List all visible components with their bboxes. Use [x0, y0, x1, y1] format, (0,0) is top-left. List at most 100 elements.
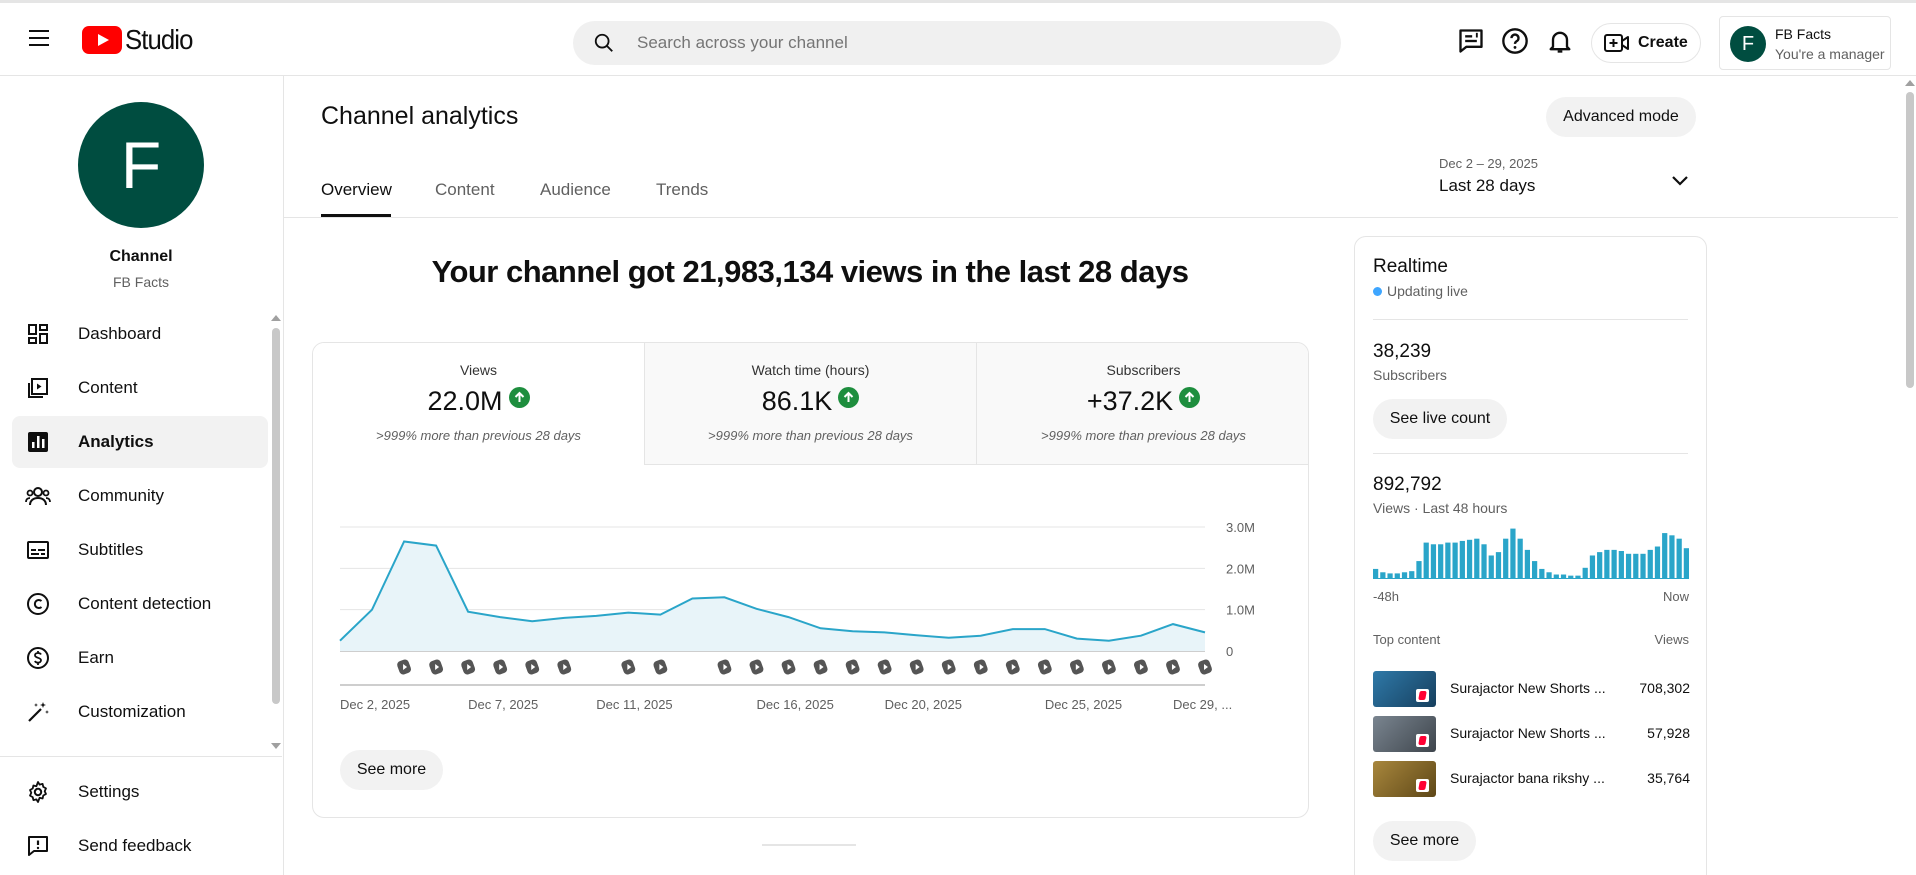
realtime-bar[interactable] — [1560, 574, 1567, 579]
shorts-marker-icon[interactable] — [780, 658, 796, 675]
shorts-marker-icon[interactable] — [492, 658, 508, 675]
see-live-count-button[interactable]: See live count — [1373, 399, 1507, 439]
shorts-marker-icon[interactable] — [877, 658, 893, 675]
shorts-marker-icon[interactable] — [1165, 658, 1181, 675]
channel-avatar[interactable]: F — [78, 102, 204, 228]
account-switcher[interactable]: F FB Facts You're a manager — [1719, 16, 1891, 70]
realtime-bar[interactable] — [1647, 549, 1653, 579]
see-more-button[interactable]: See more — [340, 750, 443, 790]
shorts-marker-icon[interactable] — [1197, 658, 1213, 675]
feedback-chat-icon[interactable] — [1457, 27, 1485, 55]
date-range[interactable]: Dec 2 – 29, 2025 — [1439, 156, 1539, 171]
realtime-bar[interactable] — [1575, 575, 1581, 579]
shorts-marker-icon[interactable] — [1037, 658, 1053, 675]
realtime-bar[interactable] — [1654, 546, 1661, 579]
realtime-bar[interactable] — [1517, 538, 1523, 579]
youtube-studio-logo[interactable]: Studio — [82, 24, 198, 56]
realtime-bar[interactable] — [1423, 542, 1429, 579]
sidebar-item-content-detection[interactable]: Content detection — [12, 578, 268, 630]
sidebar-item-community[interactable]: Community — [12, 470, 268, 522]
shorts-marker-icon[interactable] — [460, 658, 476, 675]
kpi-watch-time[interactable]: Watch time (hours) 86.1K >999% more than… — [645, 343, 977, 465]
realtime-bar[interactable] — [1503, 538, 1509, 579]
sidebar-item-dashboard[interactable]: Dashboard — [12, 308, 268, 360]
shorts-marker-icon[interactable] — [1133, 658, 1149, 675]
help-icon[interactable] — [1501, 27, 1529, 55]
tab-content[interactable]: Content — [435, 180, 495, 199]
search-icon[interactable] — [593, 32, 615, 54]
realtime-bar[interactable] — [1380, 572, 1386, 579]
kpi-views[interactable]: Views 22.0M >999% more than previous 28 … — [313, 343, 645, 465]
search-input[interactable] — [637, 21, 1317, 65]
realtime-bar[interactable] — [1387, 573, 1393, 579]
sidebar-item-earn[interactable]: Earn — [12, 632, 268, 684]
shorts-marker-icon[interactable] — [652, 658, 668, 675]
realtime-bar[interactable] — [1669, 535, 1675, 579]
shorts-marker-icon[interactable] — [556, 658, 572, 675]
shorts-marker-icon[interactable] — [845, 658, 861, 675]
shorts-marker-icon[interactable] — [1101, 658, 1117, 675]
sidebar-scroll-thumb[interactable] — [272, 328, 280, 704]
realtime-bar[interactable] — [1604, 549, 1610, 579]
shorts-marker-icon[interactable] — [716, 658, 732, 675]
realtime-bar[interactable] — [1466, 539, 1473, 579]
realtime-bar[interactable] — [1438, 544, 1444, 579]
shorts-marker-icon[interactable] — [813, 658, 829, 675]
realtime-bar[interactable] — [1445, 542, 1451, 579]
realtime-bar[interactable] — [1633, 553, 1639, 579]
sidebar-item-settings[interactable]: Settings — [12, 766, 268, 818]
realtime-bar[interactable] — [1618, 551, 1624, 579]
realtime-bar[interactable] — [1452, 542, 1458, 579]
sidebar-item-content[interactable]: Content — [12, 362, 268, 414]
tab-trends[interactable]: Trends — [656, 180, 709, 199]
top-content-row[interactable]: Surajactor New Shorts ... 57,928 — [1373, 716, 1690, 754]
shorts-marker-icon[interactable] — [1069, 658, 1085, 675]
chevron-down-icon[interactable] — [1668, 168, 1692, 192]
realtime-bar[interactable] — [1495, 552, 1502, 579]
sidebar-item-customization[interactable]: Customization — [12, 686, 268, 738]
shorts-marker-icon[interactable] — [1005, 658, 1021, 675]
shorts-marker-icon[interactable] — [941, 658, 957, 675]
sidebar-item-subtitles[interactable]: Subtitles — [12, 524, 268, 576]
realtime-bar[interactable] — [1568, 575, 1574, 579]
shorts-marker-icon[interactable] — [748, 658, 764, 675]
realtime-bar[interactable] — [1597, 552, 1603, 579]
shorts-marker-icon[interactable] — [973, 658, 989, 675]
realtime-bar[interactable] — [1662, 533, 1668, 579]
realtime-bar[interactable] — [1546, 572, 1552, 579]
notifications-bell-icon[interactable] — [1546, 27, 1574, 55]
realtime-bar-chart[interactable] — [1373, 519, 1689, 579]
realtime-bar[interactable] — [1373, 568, 1379, 579]
realtime-bar[interactable] — [1459, 540, 1465, 579]
scroll-up-icon[interactable] — [1905, 80, 1915, 86]
realtime-bar[interactable] — [1582, 567, 1588, 579]
top-content-row[interactable]: Surajactor bana rikshy ... 35,764 — [1373, 761, 1690, 799]
realtime-bar[interactable] — [1640, 553, 1646, 579]
realtime-bar[interactable] — [1524, 549, 1530, 579]
advanced-mode-button[interactable]: Advanced mode — [1546, 97, 1696, 137]
realtime-bar[interactable] — [1401, 572, 1408, 579]
tab-audience[interactable]: Audience — [540, 180, 611, 199]
realtime-bar[interactable] — [1416, 561, 1422, 579]
realtime-bar[interactable] — [1481, 544, 1487, 579]
realtime-see-more-button[interactable]: See more — [1373, 821, 1476, 861]
search-bar[interactable] — [573, 21, 1341, 65]
create-button[interactable]: Create — [1591, 23, 1701, 63]
realtime-bar[interactable] — [1510, 528, 1516, 579]
realtime-bar[interactable] — [1474, 538, 1480, 579]
realtime-bar[interactable] — [1676, 538, 1682, 579]
shorts-marker-icon[interactable] — [909, 658, 925, 675]
realtime-bar[interactable] — [1539, 568, 1545, 579]
realtime-bar[interactable] — [1611, 549, 1617, 579]
hamburger-menu-icon[interactable] — [24, 25, 54, 55]
date-period-label[interactable]: Last 28 days — [1439, 176, 1536, 195]
shorts-marker-icon[interactable] — [396, 658, 412, 675]
kpi-subscribers[interactable]: Subscribers +37.2K >999% more than previ… — [977, 343, 1308, 465]
realtime-bar[interactable] — [1532, 561, 1538, 579]
realtime-bar[interactable] — [1589, 555, 1596, 579]
realtime-bar[interactable] — [1409, 571, 1415, 579]
realtime-bar[interactable] — [1394, 573, 1400, 579]
shorts-marker-icon[interactable] — [524, 658, 540, 675]
shorts-marker-icon[interactable] — [620, 658, 636, 675]
realtime-bar[interactable] — [1430, 544, 1437, 579]
